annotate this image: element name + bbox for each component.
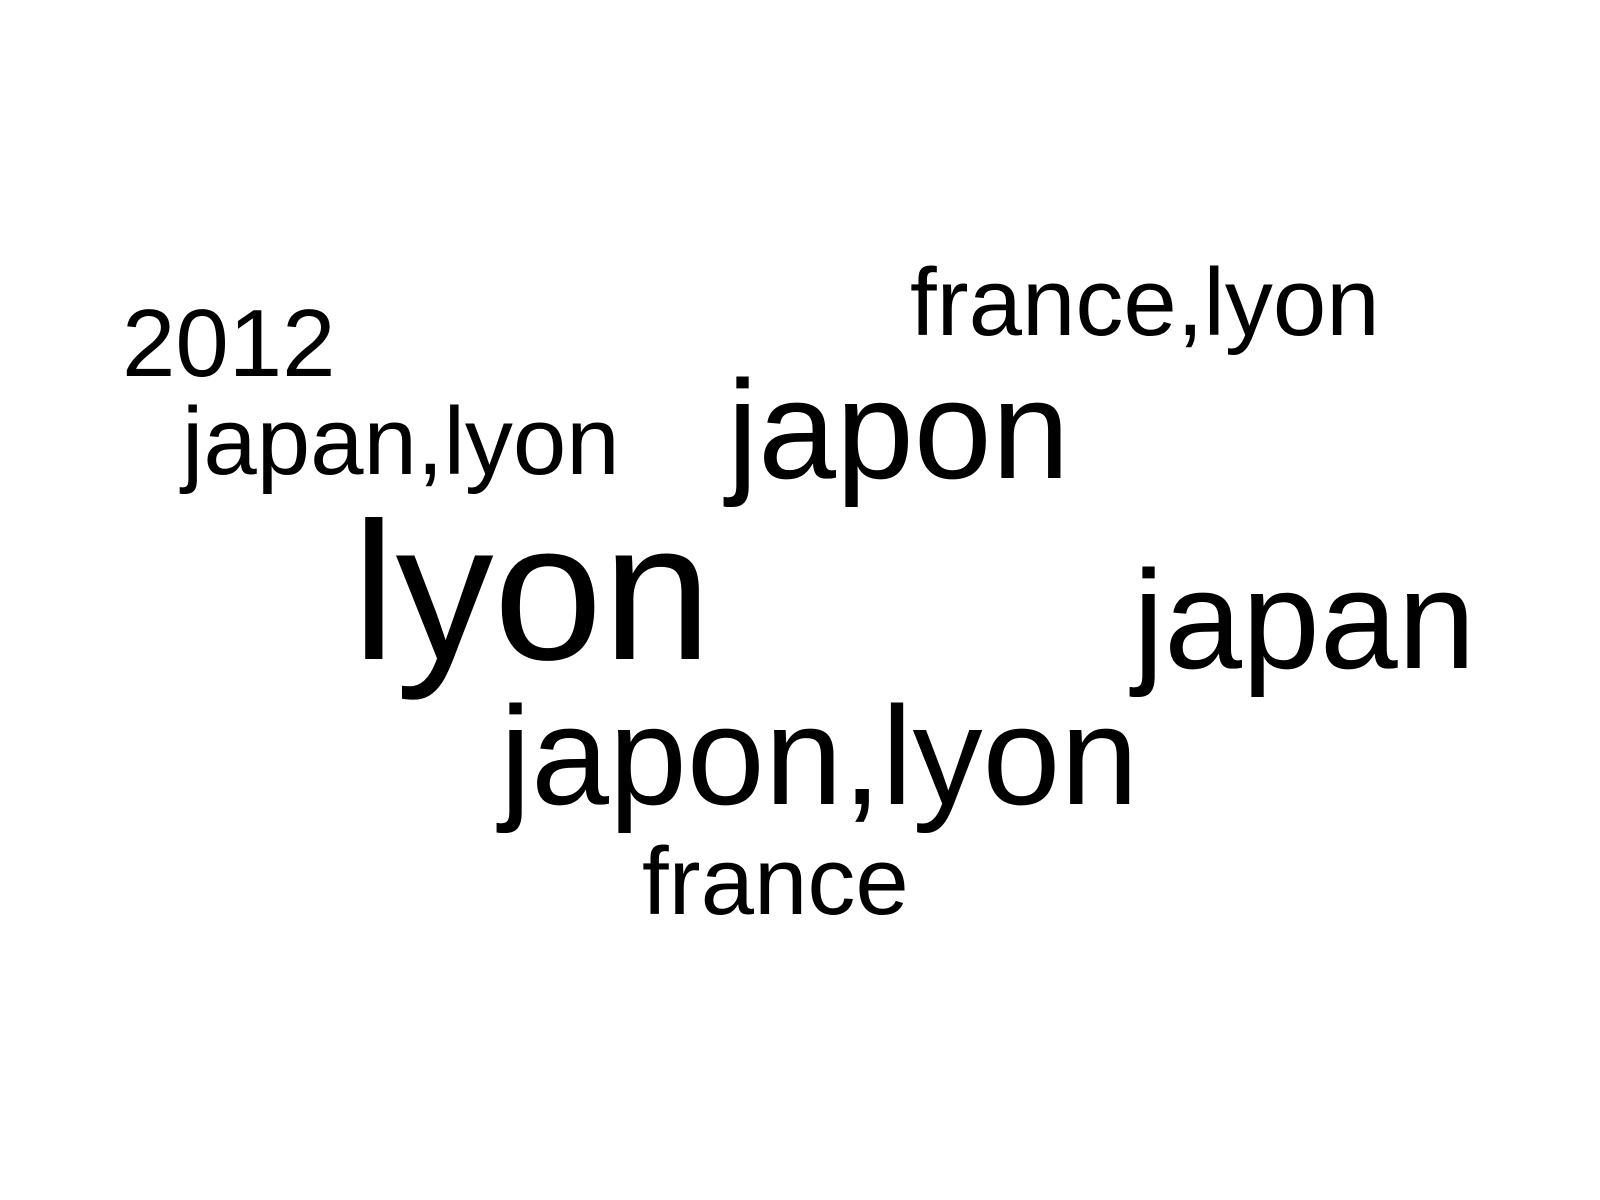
word-japon: japon xyxy=(727,360,1070,500)
word-japan: japan xyxy=(1133,550,1476,690)
word-france: france xyxy=(642,834,909,930)
word-japan-lyon: japan,lyon xyxy=(182,394,620,490)
word-lyon: lyon xyxy=(352,494,712,690)
word-france-lyon: france,lyon xyxy=(910,255,1380,351)
word-2012: 2012 xyxy=(122,296,336,392)
word-japon-lyon: japon,lyon xyxy=(500,686,1138,826)
